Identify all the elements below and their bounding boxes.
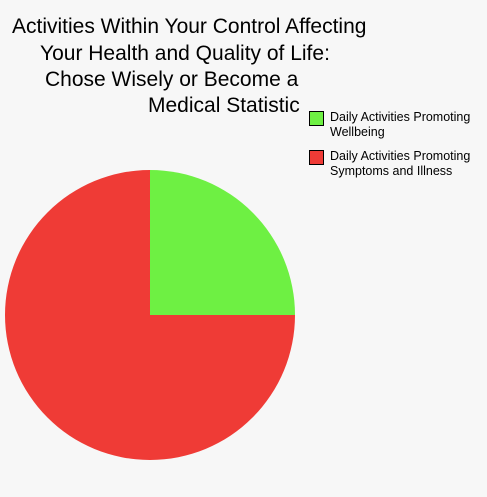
chart-title-line-4: Medical Statistic: [148, 94, 300, 117]
pie-slice-illness: [5, 170, 295, 460]
legend-label-illness: Daily Activities Promoting Symptoms and …: [330, 149, 470, 179]
legend-swatch-wellbeing: [309, 111, 324, 126]
chart-title-line-2: Your Health and Quality of Life:: [40, 42, 330, 65]
legend-label-illness-line-2: Symptoms and Illness: [330, 164, 453, 178]
pie-slice-wellbeing: [150, 170, 295, 315]
chart-title-line-3: Chose Wisely or Become a: [45, 68, 299, 91]
legend-label-wellbeing: Daily Activities Promoting Wellbeing: [330, 110, 470, 140]
chart-title-line-1: Activities Within Your Control Affecting: [12, 15, 367, 38]
legend-label-wellbeing-line-2: Wellbeing: [330, 125, 385, 139]
legend-label-illness-line-1: Daily Activities Promoting: [330, 149, 471, 163]
legend-label-wellbeing-line-1: Daily Activities Promoting: [330, 110, 471, 124]
legend-swatch-illness: [309, 150, 324, 165]
